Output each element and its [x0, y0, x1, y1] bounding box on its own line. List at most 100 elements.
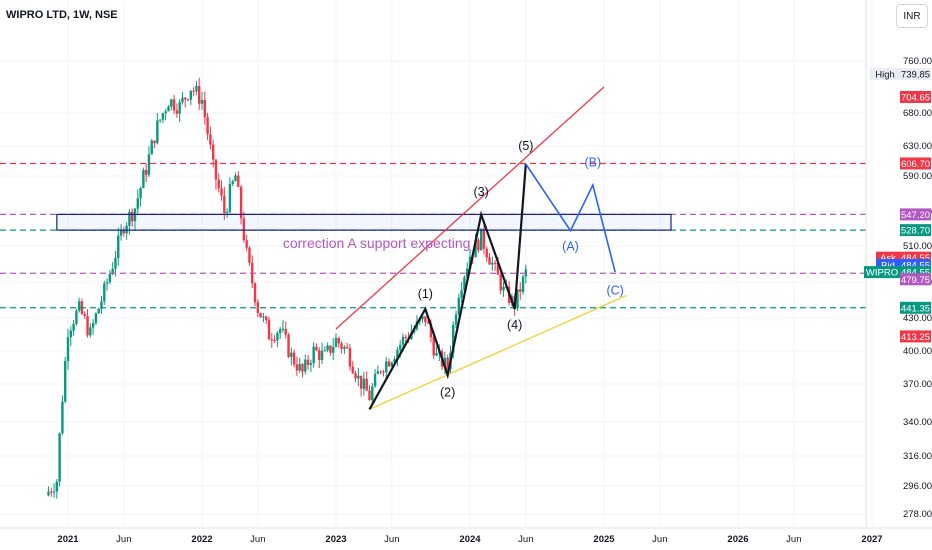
- candle-body: [55, 481, 59, 492]
- upper-channel-line[interactable]: [335, 86, 605, 330]
- candle-body: [385, 361, 388, 373]
- candle-body: [69, 330, 72, 338]
- badge-value: 479.75: [901, 275, 930, 286]
- candle-body: [454, 314, 458, 325]
- resistance-zone[interactable]: [56, 213, 672, 231]
- candle-body: [94, 313, 98, 323]
- candle-body: [259, 312, 262, 318]
- price-candles: [47, 77, 528, 499]
- currency-button[interactable]: INR: [896, 4, 928, 28]
- lower-support-line[interactable]: [369, 294, 627, 410]
- candle-body: [223, 195, 226, 214]
- wave-label: (C): [606, 284, 623, 298]
- candle-body: [284, 328, 287, 335]
- elliott-waves[interactable]: [368, 163, 616, 410]
- candle-body: [97, 308, 100, 314]
- impulse-wave-path[interactable]: [368, 163, 527, 410]
- price-tick-label: 316.00: [903, 451, 932, 462]
- candle-body: [119, 229, 123, 236]
- corrective-wave-path[interactable]: [525, 163, 616, 273]
- candle-body: [147, 154, 151, 175]
- candle-body: [292, 352, 296, 365]
- candle-body: [309, 363, 313, 365]
- candle-body: [340, 343, 343, 349]
- candle-body: [452, 324, 455, 353]
- candle-body: [184, 97, 187, 100]
- candle-body: [516, 289, 519, 309]
- time-tick-label: 2026: [727, 534, 748, 545]
- candle-body: [278, 329, 282, 334]
- time-tick-label: Jun: [116, 534, 131, 545]
- time-tick-label: Jun: [518, 534, 533, 545]
- candle-body: [519, 289, 522, 292]
- candle-body: [326, 345, 329, 351]
- candle-body: [521, 276, 525, 292]
- time-tick-label: 2023: [325, 534, 346, 545]
- candle-body: [186, 99, 190, 101]
- wave-label: (B): [584, 155, 601, 169]
- candle-body: [446, 357, 449, 369]
- candle-body: [348, 348, 352, 367]
- candle-body: [382, 371, 385, 373]
- candle-body: [351, 366, 354, 374]
- candle-body: [103, 283, 106, 302]
- candle-body: [270, 339, 273, 341]
- candle-body: [136, 198, 139, 209]
- candle-body: [242, 218, 246, 241]
- time-axis[interactable]: 2021 Jun 2022 Jun 2023 Jun 2024 Jun 2025 Jun 2026 J…: [0, 527, 932, 545]
- candle-body: [239, 186, 243, 219]
- candle-body: [150, 140, 153, 155]
- candle-body: [318, 350, 321, 361]
- wave-label: (2): [440, 386, 455, 400]
- candle-body: [295, 364, 299, 371]
- badge-label: High: [875, 70, 895, 81]
- price-tick-label: 760.00: [903, 56, 932, 67]
- candle-body: [359, 375, 363, 389]
- wave-labels: (1) (2) (3) (4) (5) (B) (A) (C) correction A sup…: [283, 139, 624, 400]
- candle-body: [393, 359, 396, 363]
- candle-body: [89, 327, 92, 336]
- candle-body: [203, 100, 206, 118]
- candle-body: [376, 371, 380, 374]
- candle-body: [178, 102, 181, 114]
- wave-label: (1): [418, 287, 433, 301]
- badge-label: WIPRO: [866, 268, 898, 279]
- candle-body: [128, 211, 131, 226]
- candle-body: [343, 347, 346, 349]
- candle-body: [181, 97, 184, 103]
- candle-body: [482, 228, 486, 249]
- candle-body: [189, 90, 193, 100]
- candle-body: [105, 282, 109, 284]
- candle-body: [144, 169, 148, 175]
- badge-value-bg: [900, 301, 931, 314]
- candle-body: [156, 120, 159, 144]
- candle-body: [466, 268, 469, 278]
- candle-body: [220, 188, 223, 196]
- time-tick-label: 2025: [593, 534, 615, 545]
- candle-body: [281, 328, 285, 330]
- price-tick-label: 340.00: [903, 417, 932, 428]
- zone-rectangle[interactable]: [56, 213, 672, 231]
- candle-body: [209, 134, 212, 145]
- badge-value: 606.70: [901, 159, 930, 170]
- candle-body: [75, 310, 78, 324]
- trendlines[interactable]: [335, 86, 627, 410]
- price-tick-label: 510.00: [903, 241, 932, 252]
- time-tick-label: Jun: [786, 534, 801, 545]
- candle-body: [379, 371, 382, 373]
- candle-body: [77, 301, 81, 311]
- badge-value: 484.55: [901, 253, 930, 264]
- candle-body: [276, 333, 279, 341]
- candle-body: [332, 346, 335, 353]
- candle-body: [253, 283, 257, 303]
- candle-body: [114, 258, 117, 269]
- candle-body: [429, 323, 433, 338]
- candle-body: [357, 375, 360, 379]
- candle-body: [502, 286, 505, 291]
- badge-value: 704.65: [901, 92, 930, 103]
- candle-body: [58, 433, 61, 482]
- badge-value-bg: [900, 90, 931, 103]
- candle-body: [334, 337, 338, 347]
- price-badges: High 739.85 704.65 606.70 547.20 528.70 Ask 484…: [864, 68, 931, 343]
